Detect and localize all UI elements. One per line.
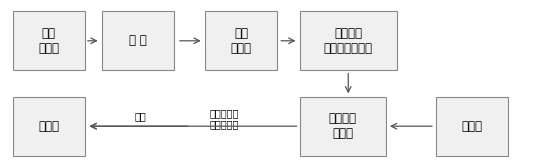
Text: 复配
助溶剂: 复配 助溶剂 <box>231 27 251 55</box>
Text: 丙三醇或
聚乙烯吡咯烷酮: 丙三醇或 聚乙烯吡咯烷酮 <box>324 27 373 55</box>
FancyBboxPatch shape <box>12 97 85 156</box>
Text: 复配
活化剂: 复配 活化剂 <box>38 27 59 55</box>
FancyBboxPatch shape <box>300 11 397 70</box>
FancyBboxPatch shape <box>12 11 85 70</box>
FancyBboxPatch shape <box>205 11 277 70</box>
Text: 复配表面
活性剂: 复配表面 活性剂 <box>329 112 357 140</box>
Text: 在常温搅拌
至混合均匀: 在常温搅拌 至混合均匀 <box>209 108 239 130</box>
FancyBboxPatch shape <box>436 97 508 156</box>
Text: 助焊剂: 助焊剂 <box>38 120 59 133</box>
FancyBboxPatch shape <box>300 97 386 156</box>
FancyBboxPatch shape <box>102 11 174 70</box>
Text: 过滤: 过滤 <box>135 111 147 121</box>
Text: 溶 剂: 溶 剂 <box>129 34 147 47</box>
Text: 缓蚀剂: 缓蚀剂 <box>462 120 483 133</box>
